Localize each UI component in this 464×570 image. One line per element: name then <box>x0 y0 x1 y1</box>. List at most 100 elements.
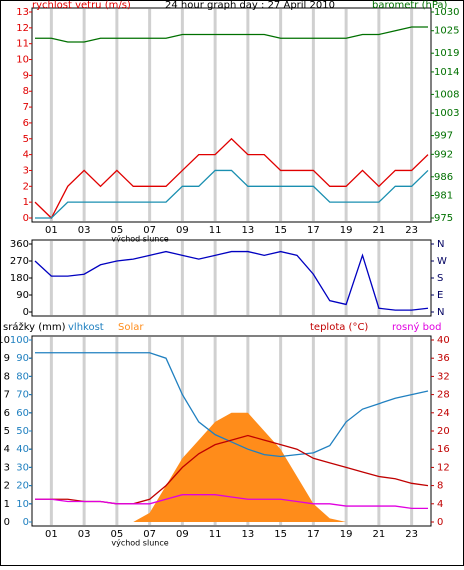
y-tick-label: 10 <box>16 55 29 66</box>
y-tick-label: 40 <box>437 335 450 346</box>
y-tick-label: 90 <box>16 290 29 301</box>
y-tick-label: S <box>437 273 443 284</box>
series-line <box>35 494 428 510</box>
y-tick-label: 975 <box>434 213 453 224</box>
x-tick-label: 19 <box>340 529 353 540</box>
y-tick-label: W <box>437 256 447 267</box>
y-tick-label: 100 <box>10 335 29 346</box>
y-tick-label: 10 <box>16 499 29 510</box>
y-tick-label: 0 <box>437 517 443 528</box>
x-tick-label: 05 <box>111 225 124 236</box>
y-tick-label: 180 <box>10 273 29 284</box>
y-tick-label: 2 <box>4 481 10 492</box>
x-tick-label: 23 <box>405 225 418 236</box>
y-tick-label: 0 <box>23 307 29 318</box>
y-tick-label: 12 <box>437 462 450 473</box>
y-tick-label: E <box>437 290 443 301</box>
y-tick-label: 360 <box>10 239 29 250</box>
y-tick-label: 5 <box>4 426 10 437</box>
x-tick-label: 07 <box>143 529 156 540</box>
legend-label: vlhkost <box>68 322 104 333</box>
y-tick-label: 30 <box>16 462 29 473</box>
sunrise-label: východ slunce <box>111 539 168 548</box>
series-line <box>34 137 429 220</box>
x-tick-label: 15 <box>274 225 287 236</box>
x-tick-label: 01 <box>45 225 58 236</box>
y-tick-label: 0 <box>4 517 10 528</box>
x-tick-label: 23 <box>405 529 418 540</box>
y-tick-label: 997 <box>434 131 453 142</box>
x-tick-label: 21 <box>373 529 386 540</box>
x-tick-label: 19 <box>340 225 353 236</box>
y-tick-label: 1030 <box>434 7 459 18</box>
y-tick-label: N <box>437 239 444 250</box>
x-tick-label: 09 <box>176 529 189 540</box>
y-tick-label: 90 <box>16 353 29 364</box>
legend-label: teplota (°C) <box>310 322 368 333</box>
series-line <box>35 169 429 219</box>
y-tick-label: 10 <box>0 335 10 346</box>
legend-label: Solar <box>118 322 144 333</box>
y-tick-label: 1019 <box>434 48 459 59</box>
y-tick-label: 20 <box>437 426 450 437</box>
legend-label: rosný bod <box>392 321 441 333</box>
y-tick-label: 1 <box>23 197 29 208</box>
x-tick-label: 13 <box>242 225 255 236</box>
y-tick-label: 4 <box>23 150 29 161</box>
series-line <box>35 26 428 43</box>
y-tick-label: 32 <box>437 371 450 382</box>
y-tick-label: 36 <box>437 353 450 364</box>
y-tick-label: 40 <box>16 444 29 455</box>
y-tick-label: 13 <box>16 7 29 18</box>
y-tick-label: 70 <box>16 390 29 401</box>
y-tick-label: 3 <box>4 462 10 473</box>
solar-area <box>35 412 428 522</box>
y-tick-label: 1025 <box>434 26 459 37</box>
x-tick-label: 15 <box>274 529 287 540</box>
y-tick-label: 5 <box>23 134 29 145</box>
x-tick-label: 09 <box>176 225 189 236</box>
y-tick-label: 50 <box>16 426 29 437</box>
x-tick-label: 17 <box>307 225 320 236</box>
y-tick-label: 9 <box>4 353 10 364</box>
x-tick-label: 03 <box>78 529 91 540</box>
y-tick-label: 6 <box>4 408 10 419</box>
y-tick-label: 6 <box>23 118 29 129</box>
y-tick-label: 270 <box>10 256 29 267</box>
x-tick-label: 03 <box>78 225 91 236</box>
y-tick-label: 7 <box>4 390 10 401</box>
y-tick-label: 8 <box>4 371 10 382</box>
chart-title: 24 hour graph day : 27 April 2010 <box>165 0 335 11</box>
axis-label: barometr (hPa) <box>372 0 448 11</box>
y-tick-label: 4 <box>4 444 10 455</box>
y-tick-label: N <box>437 307 444 318</box>
x-tick-label: 11 <box>209 225 222 236</box>
y-tick-label: 992 <box>434 149 453 160</box>
x-tick-label: 13 <box>242 529 255 540</box>
y-tick-label: 80 <box>16 371 29 382</box>
y-tick-label: 986 <box>434 172 453 183</box>
legend-label: srážky (mm) <box>3 321 66 333</box>
x-tick-label: 21 <box>373 225 386 236</box>
y-tick-label: 4 <box>437 499 443 510</box>
y-tick-label: 28 <box>437 390 450 401</box>
series-line <box>35 352 429 458</box>
series-line <box>34 250 429 311</box>
y-tick-label: 11 <box>16 39 29 50</box>
y-tick-label: 0 <box>23 517 29 528</box>
y-tick-label: 1 <box>4 499 10 510</box>
y-tick-label: 0 <box>23 213 29 224</box>
y-tick-label: 1003 <box>434 108 459 119</box>
y-tick-label: 1014 <box>434 67 459 78</box>
y-tick-label: 24 <box>437 408 450 419</box>
y-tick-label: 3 <box>23 165 29 176</box>
x-tick-label: 01 <box>45 529 58 540</box>
y-tick-label: 16 <box>437 444 450 455</box>
y-tick-label: 981 <box>434 191 453 202</box>
x-tick-label: 07 <box>143 225 156 236</box>
y-tick-label: 1008 <box>434 89 459 100</box>
y-tick-label: 8 <box>437 481 443 492</box>
y-tick-label: 12 <box>16 23 29 34</box>
y-tick-label: 7 <box>23 102 29 113</box>
